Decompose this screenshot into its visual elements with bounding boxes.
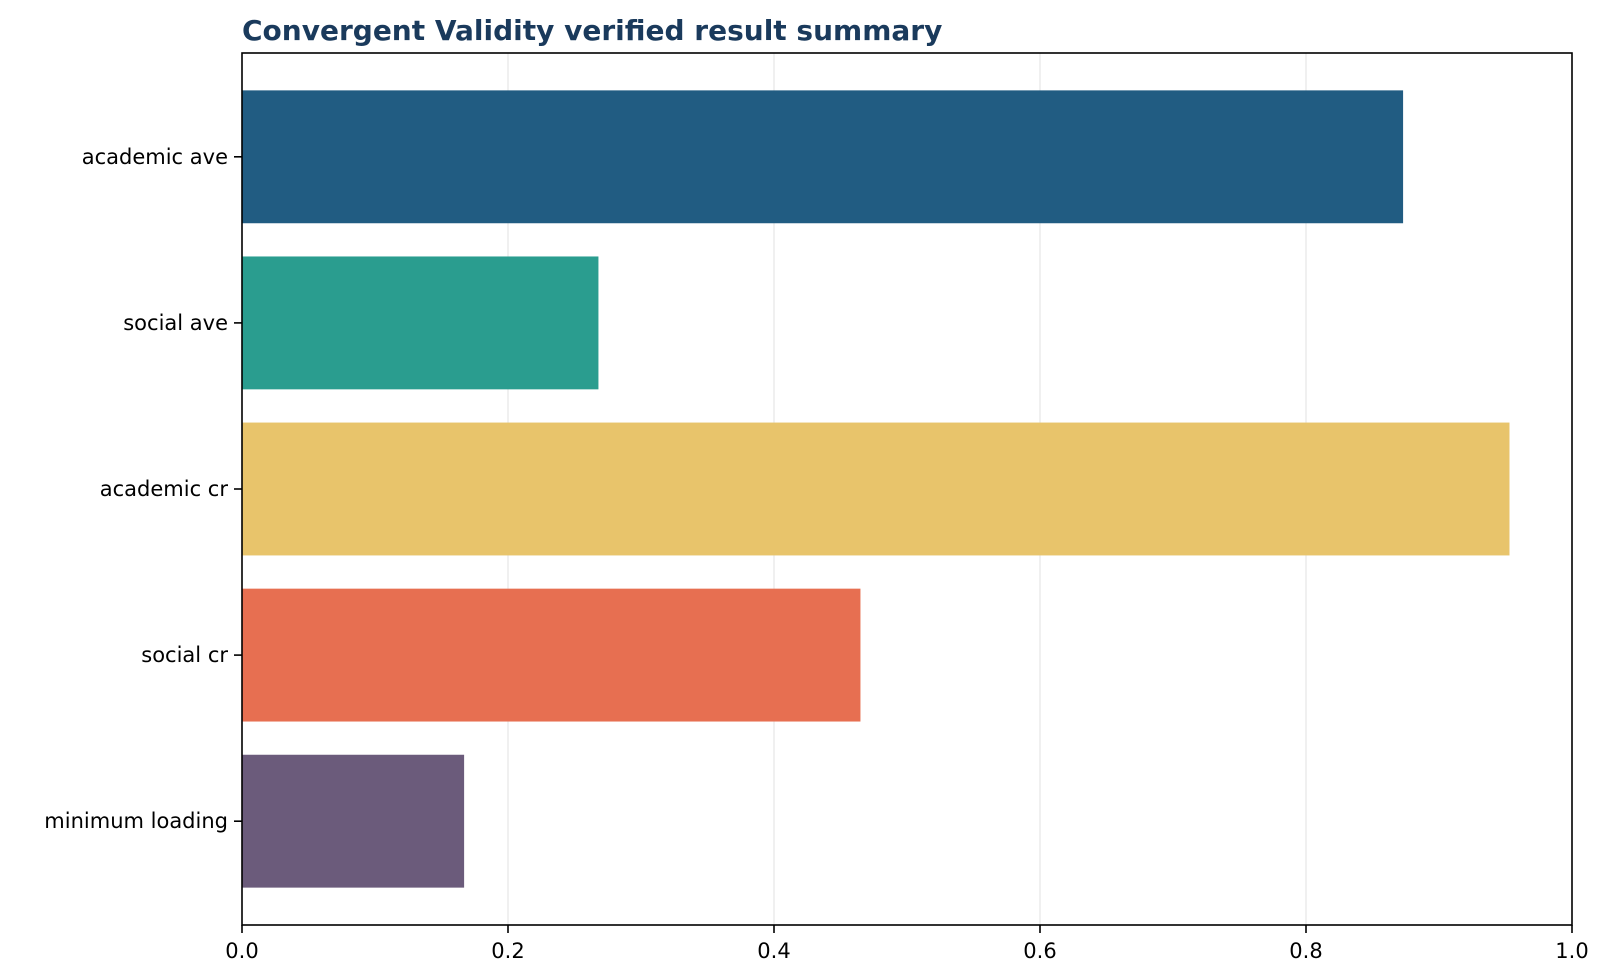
- bar-minimum-loading: [242, 754, 465, 888]
- bar-social-cr: [242, 588, 861, 722]
- bars-layer: [242, 90, 1510, 888]
- x-tick-label: 1.0: [1555, 939, 1588, 963]
- y-tick-label: minimum loading: [44, 809, 228, 833]
- y-tick-label: social ave: [123, 311, 228, 335]
- x-tick-label: 0.4: [757, 939, 790, 963]
- bar-academic-ave: [242, 90, 1404, 224]
- y-axis-ticks: academic ave social ave academic cr social …: [44, 145, 242, 833]
- x-tick-label: 0.0: [225, 939, 258, 963]
- x-tick-label: 0.2: [491, 939, 524, 963]
- bar-academic-cr: [242, 422, 1510, 556]
- bar-social-ave: [242, 256, 599, 390]
- y-tick-label: academic cr: [100, 477, 229, 501]
- y-tick-label: social cr: [141, 643, 228, 667]
- x-tick-label: 0.8: [1289, 939, 1322, 963]
- chart-title: Convergent Validity verified result summ…: [242, 14, 942, 47]
- x-tick-label: 0.6: [1023, 939, 1056, 963]
- x-axis-ticks: 0.0 0.2 0.4 0.6 0.8 1.0: [225, 925, 1589, 963]
- y-tick-label: academic ave: [82, 145, 228, 169]
